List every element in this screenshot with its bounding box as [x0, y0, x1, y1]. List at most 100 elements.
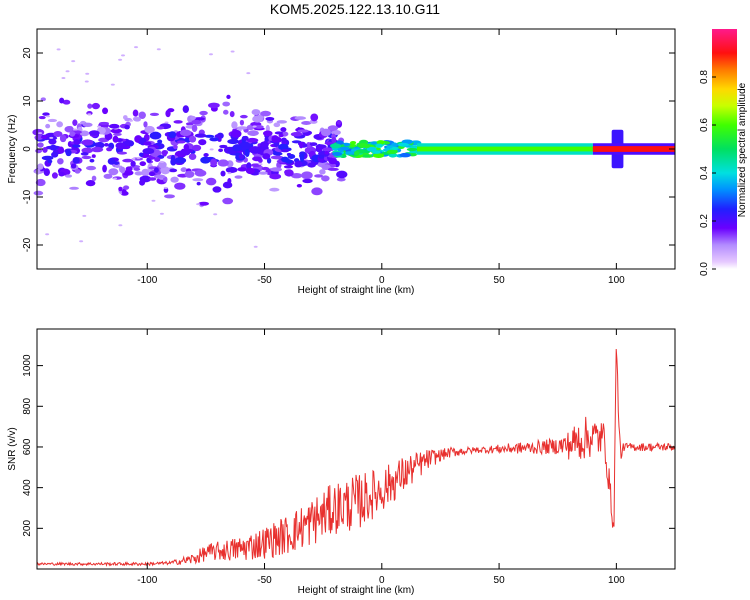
spectrum-blob	[310, 113, 319, 122]
snr-panel: -100 -50 0 50 100 200 400 600 800 1000 Height of…	[7, 328, 676, 596]
spectrum-blob	[331, 136, 337, 144]
spectrum-blob	[82, 214, 87, 217]
snr-series-line	[37, 348, 675, 567]
spectrum-blob	[99, 121, 110, 125]
spectrum-blob	[148, 171, 156, 177]
snr-x-ticks: -100 -50 0 50 100	[137, 329, 625, 586]
y-tick-label: 200	[22, 520, 33, 537]
spectrum-blob	[47, 159, 53, 164]
spectrum-blob	[131, 157, 136, 160]
spectrum-blob	[222, 197, 234, 205]
spectrum-blob	[164, 121, 169, 124]
spectrum-blob	[72, 119, 78, 126]
x-tick-label: 50	[494, 275, 506, 286]
spectrum-blob	[80, 152, 89, 156]
spectrum-blob	[179, 129, 192, 137]
colorbar: 0.0 0.2 0.4 0.6 0.8 Normalized spectral ampl…	[699, 29, 748, 276]
spectrum-blob	[49, 136, 54, 139]
spectrum-blob	[79, 130, 90, 137]
spectrum-blob	[61, 77, 66, 80]
spectrum-blob	[153, 167, 159, 173]
spectrum-blob	[311, 187, 323, 196]
spectrum-blob	[81, 147, 94, 154]
spectrum-blob	[143, 141, 152, 146]
spectrum-blob	[321, 164, 331, 171]
spectrum-blob	[85, 72, 90, 75]
spectrum-blob	[132, 109, 139, 117]
spectrum-blob	[165, 109, 171, 118]
spectrum-blob	[124, 124, 130, 130]
spectrum-blob	[223, 109, 229, 115]
spectrum-blob	[281, 149, 290, 153]
spectrum-blob	[297, 129, 309, 133]
spectrum-blob	[269, 173, 282, 180]
spectrum-blob	[291, 173, 303, 179]
spectrum-blob	[366, 146, 377, 152]
x-tick-label: -100	[137, 575, 157, 586]
spectrum-blob	[237, 167, 247, 172]
spectrum-blob	[188, 135, 197, 143]
spectrum-blob	[159, 212, 164, 215]
spectrum-blob	[130, 160, 136, 167]
spectrum-blob	[294, 160, 303, 168]
spectrum-blob	[208, 53, 213, 56]
spectrum-blob	[251, 109, 261, 116]
spectrum-blob	[194, 133, 207, 138]
spectrum-blob	[168, 131, 177, 139]
spectrum-blob	[70, 163, 77, 169]
spectrum-blob	[73, 128, 78, 131]
spectrum-blob	[204, 134, 215, 138]
spectrum-blob	[272, 152, 283, 156]
spectrum-blob	[252, 125, 257, 128]
spectrum-blob	[281, 156, 289, 163]
spectrum-blob	[125, 166, 133, 172]
spectrum-blob	[79, 240, 84, 243]
spectrum-band-core	[416, 146, 593, 152]
spectrum-blob	[184, 170, 195, 178]
spectrum-blob	[260, 141, 269, 148]
spectrum-blob	[118, 186, 123, 192]
spectrum-blob	[49, 144, 58, 151]
spectrum-blob	[84, 80, 89, 83]
spectrum-blob	[65, 149, 72, 157]
spectrum-blob	[192, 144, 202, 152]
spectrum-blob	[64, 174, 73, 178]
spectrum-blob	[319, 169, 326, 175]
spectrum-blob	[327, 125, 339, 131]
spectrum-blob	[193, 117, 206, 121]
spectrum-blob	[183, 144, 190, 151]
spectrum-blob	[330, 143, 341, 149]
spectrum-blob	[65, 70, 70, 73]
spectrum-blob	[37, 163, 44, 170]
spectrum-blob	[244, 149, 250, 158]
spectrum-blob	[38, 115, 46, 120]
spectrum-blob	[242, 135, 249, 141]
spectrum-blob	[42, 112, 50, 116]
spectrum-blob	[262, 130, 273, 137]
y-tick-label: 20	[22, 47, 33, 59]
y-tick-label: -20	[22, 237, 33, 252]
spectrum-blob	[149, 112, 160, 117]
spectrum-blob	[108, 123, 120, 129]
spectrum-blob	[121, 54, 126, 57]
spectrum-blob	[59, 97, 65, 104]
spectrum-blob	[212, 186, 222, 193]
spectrum-blob	[133, 167, 141, 171]
x-tick-label: 100	[608, 275, 625, 286]
spectrum-blob	[283, 165, 294, 169]
spectrum-blob	[339, 146, 350, 151]
spectrum-blob	[324, 150, 330, 155]
spectrum-blob	[82, 122, 93, 127]
spectrogram-x-axis-label: Height of straight line (km)	[298, 285, 415, 296]
spectrum-blob	[327, 167, 339, 171]
spectrum-blob	[286, 152, 292, 157]
spectrum-blob	[32, 128, 45, 136]
spectrum-blob	[217, 159, 229, 167]
spectrum-blob	[59, 134, 67, 143]
spectrum-blob	[226, 94, 231, 99]
spectrum-blob	[227, 138, 240, 145]
spectrum-blob	[209, 148, 214, 151]
spectrum-blob	[191, 119, 202, 125]
colorbar-tick-label: 0.0	[699, 262, 710, 276]
spectrum-blob	[128, 119, 133, 122]
